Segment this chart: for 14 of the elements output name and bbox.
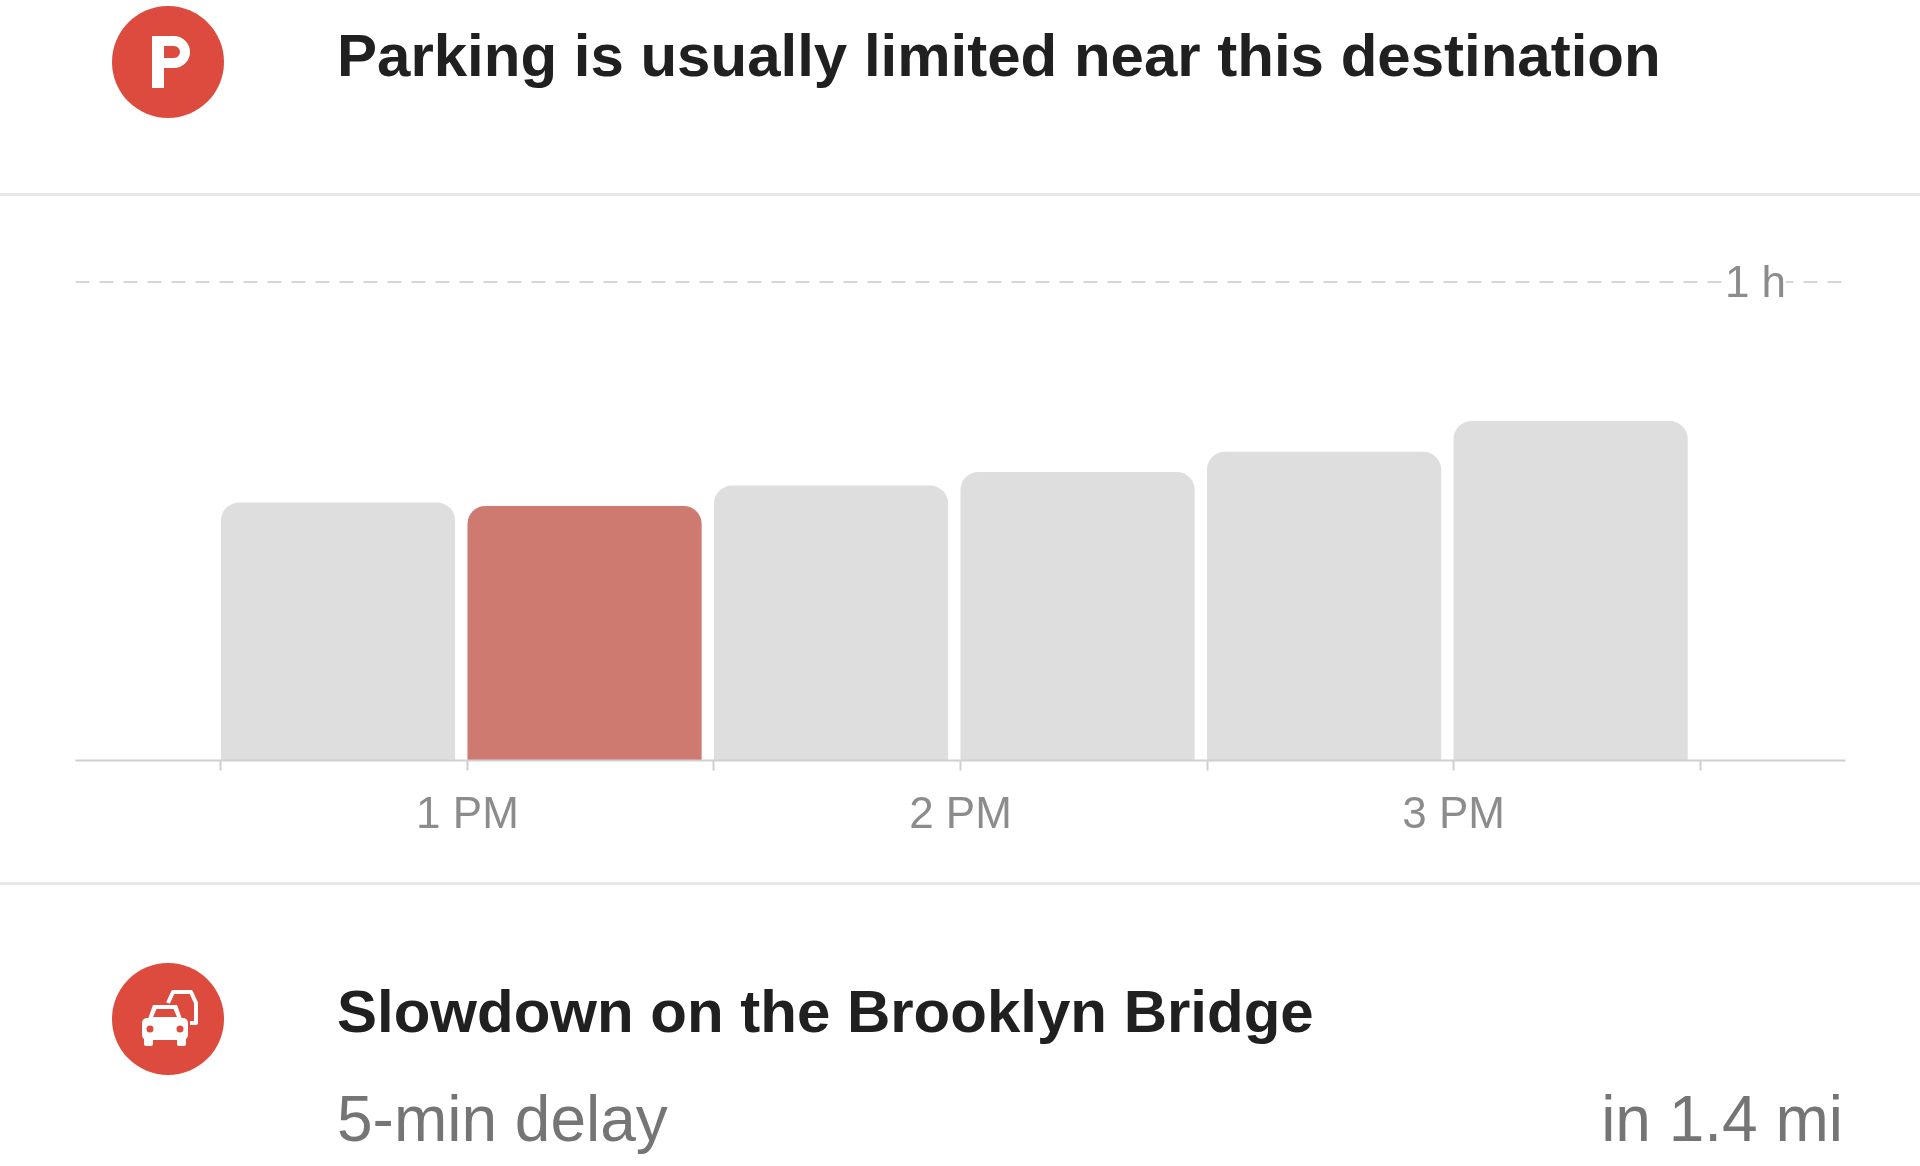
ref-line-label: 1 h — [1724, 257, 1787, 307]
text: in 1.4 mi — [1601, 1083, 1843, 1155]
bar — [960, 472, 1195, 761]
x-tick-label: 2 PM — [909, 787, 1012, 837]
bar — [220, 502, 456, 761]
x-tick-label: 3 PM — [1402, 787, 1505, 837]
text: 5-min delay — [337, 1083, 668, 1155]
chart-title: Parking is usually limited near this destination — [337, 22, 1661, 89]
bar — [1453, 421, 1688, 761]
bar — [1207, 451, 1442, 761]
text: Slowdown on the Brooklyn Bridge — [337, 978, 1314, 1045]
x-tick-label: 1 PM — [416, 787, 519, 837]
bar — [467, 505, 702, 761]
bar — [713, 485, 949, 761]
